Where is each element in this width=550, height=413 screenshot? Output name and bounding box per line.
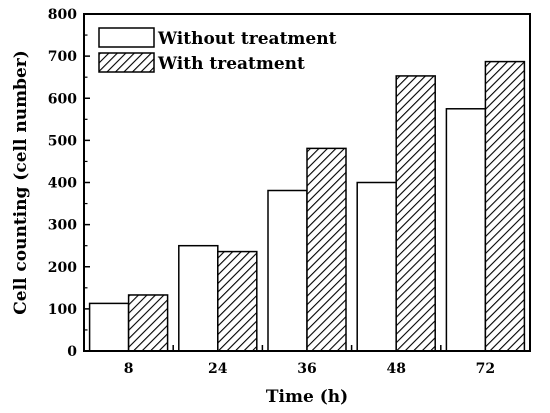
y-tick-label: 100 — [48, 302, 77, 318]
x-tick-label: 72 — [476, 361, 495, 377]
y-axis-label: Cell counting (cell number) — [11, 50, 31, 315]
legend-label-without-treatment: Without treatment — [157, 29, 337, 49]
x-tick-label: 36 — [297, 361, 316, 377]
x-tick-label: 24 — [208, 361, 228, 377]
y-tick-label: 200 — [48, 260, 77, 276]
y-tick-label: 500 — [48, 133, 77, 149]
bar-with-treatment-48h — [395, 75, 436, 352]
bar-without-treatment-36h — [267, 189, 308, 352]
legend-swatch-without-treatment — [98, 27, 155, 48]
legend-swatch-with-treatment — [98, 52, 155, 73]
bar-without-treatment-48h — [356, 181, 397, 352]
bars-layer — [88, 60, 526, 352]
bar-with-treatment-8h — [127, 294, 169, 352]
y-tick-label: 800 — [48, 7, 77, 23]
y-tick-label: 700 — [48, 49, 77, 65]
bar-with-treatment-24h — [217, 250, 258, 352]
bar-with-treatment-36h — [306, 147, 347, 352]
bar-without-treatment-8h — [88, 302, 130, 352]
y-tick-label: 400 — [48, 176, 77, 192]
bar-without-treatment-72h — [445, 108, 487, 352]
bar-without-treatment-24h — [178, 244, 219, 352]
y-axis-ticks: 0 100 200 300 400 500 600 700 800 — [48, 7, 90, 360]
x-tick-label: 8 — [124, 361, 134, 377]
x-axis-ticks: 8 24 36 48 72 — [124, 345, 495, 377]
x-tick-label: 48 — [386, 361, 405, 377]
legend-label-with-treatment: With treatment — [157, 54, 305, 74]
y-tick-label: 600 — [48, 91, 77, 107]
y-tick-label: 300 — [48, 218, 77, 234]
y-tick-label: 0 — [67, 344, 77, 360]
bar-with-treatment-72h — [484, 60, 526, 352]
plot-frame — [83, 13, 531, 352]
legend: Without treatment With treatment — [98, 27, 337, 74]
x-axis-label: Time (h) — [266, 387, 348, 407]
